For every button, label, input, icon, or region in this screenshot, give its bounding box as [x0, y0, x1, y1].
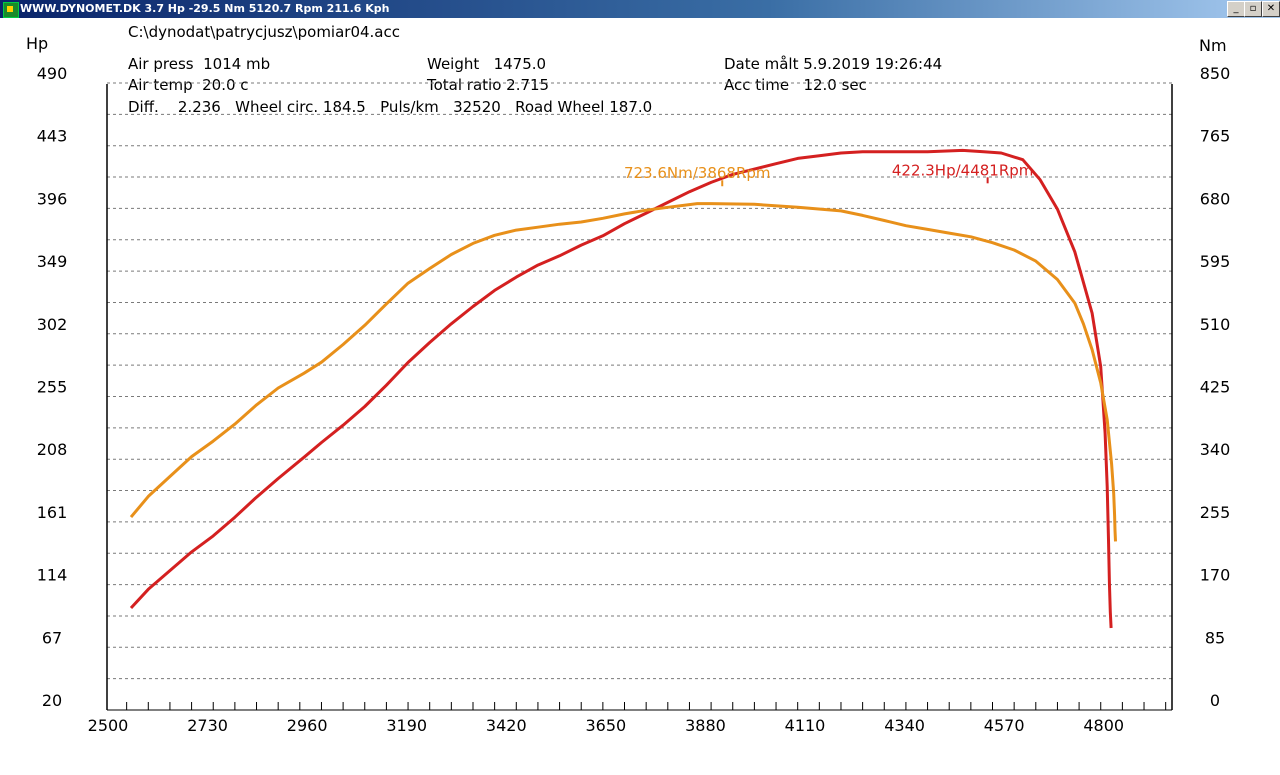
air-press-label: Air press 1014 mb: [128, 55, 271, 73]
x-tick-label: 2500: [88, 716, 129, 735]
x-tick-label: 2960: [287, 716, 328, 735]
file-path: C:\dynodat\patrycjusz\pomiar04.acc: [128, 23, 400, 41]
y-left-tick-label: 161: [37, 503, 68, 522]
y-left-unit-label: Hp: [26, 34, 48, 53]
y-right-tick-label: 850: [1200, 64, 1231, 83]
x-tick-label: 4800: [1083, 716, 1124, 735]
peak-annotation-label: 422.3Hp/4481Rpm: [892, 161, 1034, 179]
x-tick-label: 3420: [486, 716, 527, 735]
y-left-tick-label: 396: [37, 189, 68, 208]
y-right-tick-label: 765: [1200, 127, 1231, 146]
peak-annotation-label: 723.6Nm/3868Rpm: [624, 164, 771, 182]
torque-series-line: [129, 202, 1117, 542]
window-titlebar: WWW.DYNOMET.DK 3.7 Hp -29.5 Nm 5120.7 Rp…: [0, 0, 1280, 18]
y-right-tick-label: 595: [1200, 252, 1231, 271]
y-left-tick-label: 302: [37, 315, 68, 334]
x-tick-label: 4570: [984, 716, 1025, 735]
y-right-tick-label: 255: [1200, 503, 1231, 522]
y-left-tick-label: 20: [42, 691, 62, 710]
y-right-tick-label: 0: [1210, 691, 1220, 710]
y-right-tick-label: 170: [1200, 566, 1231, 585]
chart-series: [129, 148, 1117, 629]
y-left-tick-label: 255: [37, 378, 68, 397]
restore-button[interactable]: ▫: [1244, 1, 1262, 17]
y-right-unit-label: Nm: [1199, 36, 1227, 55]
y-left-tick-label: 67: [42, 628, 62, 647]
power-series-line: [129, 148, 1113, 629]
chart-annotations: 723.6Nm/3868Rpm 422.3Hp/4481Rpm: [624, 161, 1034, 187]
weight-label: Weight 1475.0: [427, 55, 547, 73]
y-right-tick-label: 340: [1200, 440, 1231, 459]
acc-time-label: Acc time 12.0 sec: [724, 76, 867, 94]
y-right-tick-label: 85: [1205, 628, 1225, 647]
y-right-tick-label: 425: [1200, 378, 1231, 397]
diff-line-label: Diff. 2.236 Wheel circ. 184.5 Puls/km 32…: [128, 98, 653, 116]
chart-grid: [107, 82, 1172, 710]
window-title: WWW.DYNOMET.DK 3.7 Hp -29.5 Nm 5120.7 Rp…: [20, 2, 390, 15]
x-tick-labels: 2500 2730 2960 3190 3420 3650 3880 4110 4340 4570…: [88, 716, 1124, 735]
x-tick-label: 4110: [785, 716, 826, 735]
y-right-tick-labels: 0 85 170 255 340 425 510 595 680 765 850: [1200, 64, 1231, 710]
total-ratio-label: Total ratio 2.715: [427, 76, 550, 94]
air-temp-label: Air temp 20.0 c: [128, 76, 249, 94]
y-left-tick-label: 490: [37, 64, 68, 83]
x-tick-label: 3880: [685, 716, 726, 735]
x-tick-label: 4340: [884, 716, 925, 735]
app-icon: [3, 2, 19, 18]
date-label: Date målt 5.9.2019 19:26:44: [724, 55, 943, 73]
y-right-tick-label: 680: [1200, 189, 1231, 208]
y-right-tick-label: 510: [1200, 315, 1231, 334]
y-left-tick-label: 349: [37, 252, 68, 271]
x-tick-label: 2730: [187, 716, 228, 735]
y-left-tick-label: 443: [37, 127, 68, 146]
x-tick-label: 3650: [586, 716, 627, 735]
x-tick-label: 3190: [386, 716, 427, 735]
y-left-tick-label: 208: [37, 440, 68, 459]
y-left-tick-labels: 20 67 114 161 208 255 302 349 396 443 490: [37, 64, 68, 710]
y-left-tick-label: 114: [37, 566, 68, 585]
